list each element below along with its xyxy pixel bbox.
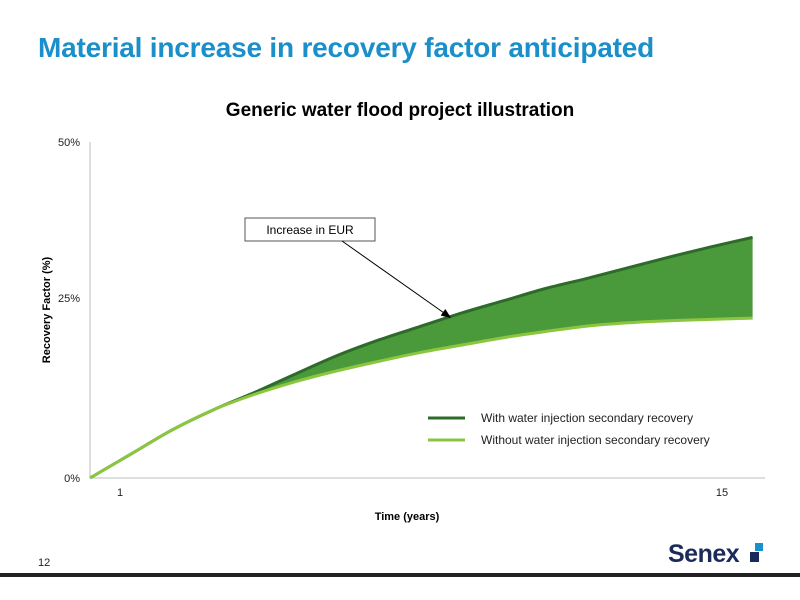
annotation-box bbox=[244, 217, 376, 242]
annotation-arrow bbox=[341, 240, 452, 318]
y-tick-label-0: 0% bbox=[64, 473, 80, 485]
footer-bar bbox=[0, 573, 800, 577]
legend-label-with: With water injection secondary recovery bbox=[481, 411, 693, 425]
x-tick-label-1: 1 bbox=[117, 487, 123, 499]
page-number: 12 bbox=[38, 557, 51, 569]
y-axis-label: Recovery Factor (%) bbox=[41, 256, 53, 363]
x-axis-label: Time (years) bbox=[375, 511, 440, 523]
x-tick-label-15: 15 bbox=[716, 487, 728, 499]
logo-mark-icon bbox=[750, 543, 763, 562]
legend-label-without: Without water injection secondary recove… bbox=[481, 433, 710, 447]
logo-text: Senex bbox=[668, 540, 740, 568]
annotation-label: Increase in EUR bbox=[266, 223, 354, 237]
slide-title: Material increase in recovery factor ant… bbox=[38, 32, 654, 63]
series-line-without-injection bbox=[89, 316, 753, 480]
chart-title: Generic water flood project illustration bbox=[225, 100, 575, 121]
increase-area bbox=[90, 237, 753, 478]
senex-logo: Senex bbox=[668, 540, 768, 570]
y-tick-label-50: 50% bbox=[58, 137, 80, 149]
y-tick-label-25: 25% bbox=[58, 293, 80, 305]
